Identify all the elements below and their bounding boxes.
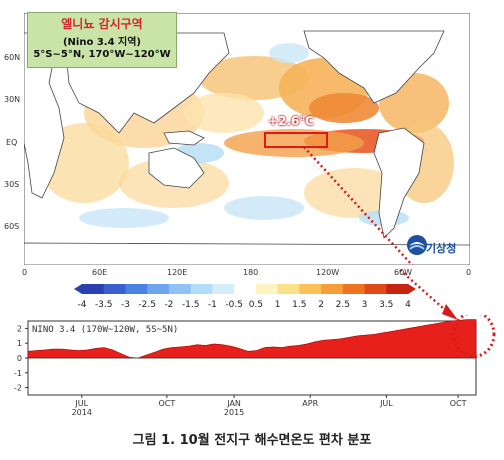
info-subtitle: (Nino 3.4 지역)	[62, 37, 141, 48]
colorbar-right-arrow	[408, 284, 416, 294]
x-tick-label: OCT	[158, 399, 175, 408]
colorbar-swatch	[342, 284, 366, 294]
lon-label-0-end: 0	[466, 268, 472, 277]
colorbar-swatch	[212, 284, 235, 294]
colorbar-swatch	[277, 284, 300, 294]
colorbar-swatch	[255, 284, 279, 294]
lat-label-60n: 60N	[4, 53, 21, 62]
x-tick-label: JAN	[226, 399, 241, 408]
colorbar-tick-label: -2.5	[138, 300, 156, 310]
colorbar-swatch	[364, 284, 387, 294]
y-tick-label: -2	[14, 384, 22, 393]
colorbar-tick-label: 1	[275, 300, 281, 310]
lon-label-0: 0	[22, 268, 28, 277]
x-tick-label: JUL	[74, 399, 88, 408]
x-tick-label: APR	[302, 399, 318, 408]
lon-label-120e: 120E	[167, 268, 188, 277]
y-tick-label: 0	[17, 354, 22, 363]
colorbar-swatch	[386, 284, 409, 294]
colorbar-swatch	[125, 284, 148, 294]
colorbar-swatch	[103, 284, 126, 294]
anomaly-value-label: +2.6℃	[268, 114, 314, 128]
lon-label-60e: 60E	[92, 268, 108, 277]
nino34-anomaly-area	[27, 319, 477, 359]
colorbar-tick-label: 2.5	[336, 300, 350, 310]
colorbar-tick-label: -1	[208, 300, 217, 310]
nino-region-info-box: 엘니뇨 감시구역 (Nino 3.4 지역) 5°S~5°N, 170°W~12…	[27, 12, 177, 68]
colorbar-swatch	[234, 284, 257, 294]
sst-anomaly-map	[24, 13, 470, 265]
figure-caption: 그림 1. 10월 전지구 해수면온도 편차 분포	[132, 433, 372, 448]
x-tick-label: JUL	[379, 399, 393, 408]
info-range: 5°S~5°N, 170°W~120°W	[33, 49, 171, 60]
lat-label-30n: 30N	[4, 95, 21, 104]
y-tick-label: -1	[14, 369, 22, 378]
colorbar-swatch	[147, 284, 170, 294]
colorbar-tick-label: 1.5	[292, 300, 306, 310]
colorbar-tick-label: 3	[362, 300, 368, 310]
colorbar-tick-label: -4	[78, 300, 87, 310]
continents	[24, 30, 470, 265]
colorbar-tick-label: 2	[318, 300, 324, 310]
colorbar-tick-label: 4	[405, 300, 411, 310]
lat-label-eq: EQ	[6, 138, 18, 147]
x-tick-year-label: 2014	[72, 408, 92, 417]
colorbar-swatch	[299, 284, 322, 294]
x-tick-year-label: 2015	[224, 408, 244, 417]
color-scale-bar: -4 -3.5 -3 -2.5 -2 -1.5 -1 -0.5 0.5 1 1.5 2 2.5 3 3.5 4	[74, 284, 416, 310]
y-tick-label: 2	[17, 324, 22, 333]
colorbar-tick-label: -3.5	[95, 300, 113, 310]
info-title: 엘니뇨 감시구역	[61, 17, 143, 31]
lon-label-60w: 60W	[394, 268, 413, 277]
colorbar-tick-label: -0.5	[225, 300, 243, 310]
lat-label-60s: 60S	[4, 222, 20, 231]
nino34-region-box	[264, 132, 328, 148]
colorbar-left-arrow	[74, 284, 82, 294]
y-tick-label: 1	[17, 339, 22, 348]
colorbar-tick-label: -2	[164, 300, 173, 310]
lat-label-30s: 30S	[4, 180, 20, 189]
colorbar-tick-label: -1.5	[182, 300, 200, 310]
highlight-circle	[452, 315, 496, 358]
colorbar-swatch	[168, 284, 192, 294]
lon-label-120w: 120W	[316, 268, 340, 277]
colorbar-swatch	[321, 284, 344, 294]
chart-title: NINO 3.4 (170W~120W, 5S~5N)	[32, 325, 178, 335]
kma-logo-icon	[407, 235, 427, 255]
colorbar-swatch	[190, 284, 213, 294]
colorbar-tick-label: 3.5	[379, 300, 393, 310]
kma-logo-text: 기상청	[426, 242, 457, 255]
colorbar-swatch	[82, 284, 105, 294]
colorbar-tick-label: 0.5	[249, 300, 263, 310]
lon-label-180: 180	[243, 268, 259, 277]
x-tick-label: OCT	[450, 399, 467, 408]
colorbar-tick-label: -3	[121, 300, 130, 310]
